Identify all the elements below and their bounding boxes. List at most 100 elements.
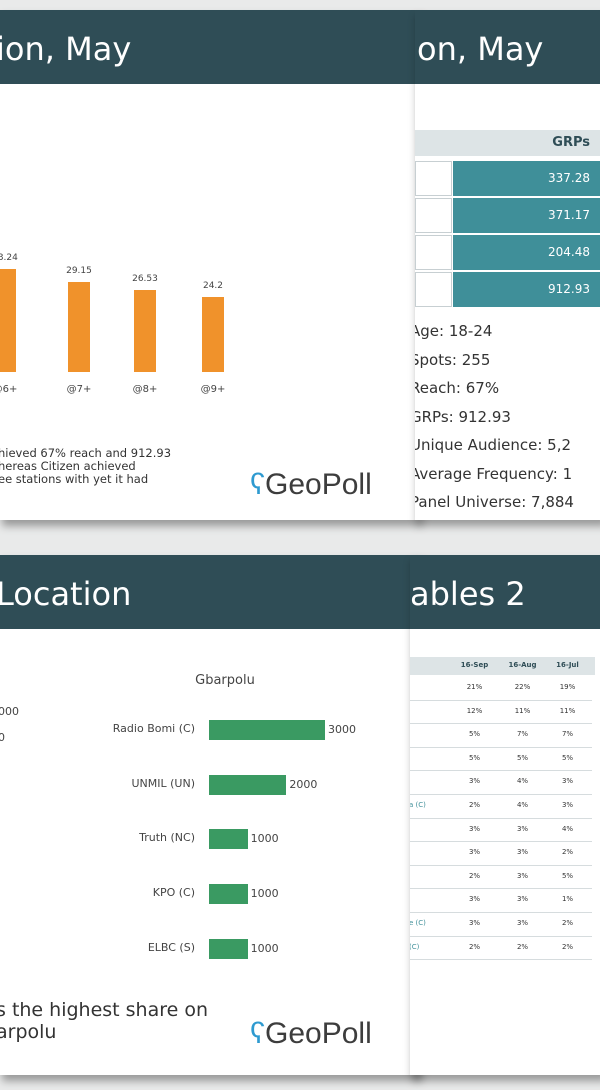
bar-value-label: 2000: [289, 778, 318, 791]
table-cell-text: 371.17: [548, 208, 590, 222]
table-row-line: [410, 770, 592, 772]
bar: [209, 775, 287, 795]
logo: ʕGeoPoll: [250, 468, 372, 501]
bar: [209, 884, 248, 904]
table-row-line: [410, 864, 592, 866]
text-fragment: 000: [0, 705, 19, 718]
table-cell: [453, 235, 600, 270]
table-cell-text: 3%: [468, 919, 481, 927]
slide-header: [0, 10, 420, 84]
row-label: e (C): [410, 919, 426, 927]
body-text: Average Frequency: 1: [415, 464, 573, 483]
table-cell-text: 3%: [516, 848, 529, 857]
slide: Location ʕGeoPoll Gbarpolu 000 0 3000 Radio …: [0, 555, 420, 1075]
table-cell-text: 2%: [561, 919, 574, 927]
table-header: [410, 657, 595, 675]
table-row-line: [410, 912, 592, 913]
table-cell-text: 7%: [561, 730, 574, 739]
category-label: UNMIL (UN): [131, 777, 195, 790]
table-cell-text: 204.48: [548, 245, 590, 259]
table-cell-text: 3%: [516, 919, 529, 927]
category-label: @8+: [132, 384, 158, 395]
body-text: Unique Audience: 5,2: [415, 436, 572, 454]
bar: [209, 829, 248, 849]
table-cell-text: 3%: [516, 824, 529, 833]
table-row-line: [410, 699, 592, 701]
table-cell-text: 2%: [561, 848, 574, 857]
table-cell-text: 2%: [516, 942, 529, 951]
table-cell-text: 5%: [468, 730, 481, 739]
body-text: arpolu: [0, 1021, 57, 1043]
chart-title: Gbarpolu: [195, 673, 255, 688]
table-cell-text: 12%: [466, 706, 483, 715]
bar-value-label: 24.2: [202, 281, 224, 292]
table-cell: [453, 272, 600, 307]
table-cell: [415, 198, 452, 233]
bar-value-label: 29.15: [66, 265, 92, 276]
table-cell-text: 2%: [468, 942, 481, 951]
table-cell-text: 3%: [468, 895, 481, 904]
table-cell-text: 337.28: [548, 171, 590, 185]
body-text: Panel Universe: 7,884: [415, 493, 574, 511]
slide-title: ables 2: [410, 575, 526, 613]
table-row-line: [410, 723, 592, 725]
table-cell-text: 21%: [466, 683, 483, 691]
body-text: s the highest share on: [0, 999, 209, 1021]
table-cell-text: 7%: [516, 730, 529, 739]
table-cell: [453, 161, 600, 196]
table-cell: [453, 198, 600, 233]
body-text: ee stations with yet it had: [0, 472, 149, 486]
table-header: [415, 130, 600, 156]
table-cell-text: 3%: [468, 824, 481, 833]
table-cell-text: 5%: [561, 871, 574, 880]
logo: ʕGeoPoll: [250, 1017, 372, 1050]
slide-header: [0, 555, 420, 629]
bar: [68, 281, 90, 372]
bar-value-label: 1000: [250, 832, 279, 845]
bar: [134, 290, 156, 372]
table-row-line: [410, 935, 592, 937]
bar: [202, 297, 224, 372]
table-cell-text: 3%: [561, 777, 574, 786]
bar: [209, 720, 325, 740]
body-text: GRPs: 912.93: [415, 407, 511, 426]
table-cell-text: 4%: [516, 777, 529, 786]
bar-value-label: 1000: [250, 887, 279, 900]
table-cell-text: 11%: [559, 706, 576, 715]
column-header: 16-Jul: [556, 661, 579, 669]
table-cell-text: 5%: [561, 753, 574, 762]
column-header: 16-Sep: [460, 661, 489, 669]
slide-title: ion, May: [0, 30, 132, 68]
table-cell-text: 4%: [516, 801, 529, 809]
category-label: @6+: [0, 384, 18, 395]
bar: [0, 269, 16, 372]
category-label: Radio Bomi (C): [112, 722, 195, 735]
table-cell-text: 22%: [514, 683, 531, 691]
category-label: @9+: [200, 384, 226, 395]
table-cell-text: 3%: [516, 871, 529, 880]
category-label: Truth (NC): [139, 831, 195, 844]
table-cell-text: 5%: [468, 753, 481, 762]
table-cell-text: 3%: [561, 801, 574, 809]
table-cell-text: 19%: [559, 683, 576, 691]
table-row-line: [410, 959, 592, 961]
table-cell-text: 5%: [516, 753, 529, 762]
table-cell-text: 2%: [468, 801, 481, 809]
table-cell-text: 11%: [514, 706, 531, 715]
table-row-line: [410, 841, 592, 843]
bar-value-label: 26.53: [132, 274, 158, 285]
body-text: hereas Citizen achieved: [0, 459, 136, 473]
table-cell-text: 912.93: [548, 282, 590, 296]
slide: on, May GRPs 337.28 371.17 204.48 912.93 Age:…: [415, 10, 600, 520]
body-text: hieved 67% reach and 912.93: [0, 446, 172, 460]
table-row-line: [410, 794, 592, 795]
table-cell-text: 2%: [561, 942, 574, 951]
bar-value-label: 1000: [250, 942, 279, 955]
slide-title: on, May: [417, 30, 544, 68]
table-row-line: [410, 817, 592, 819]
row-label: a (C): [410, 801, 426, 809]
table-cell-text: 3%: [516, 895, 529, 904]
body-text: Reach: 67%: [415, 379, 500, 397]
slide-title: Location: [0, 575, 132, 613]
